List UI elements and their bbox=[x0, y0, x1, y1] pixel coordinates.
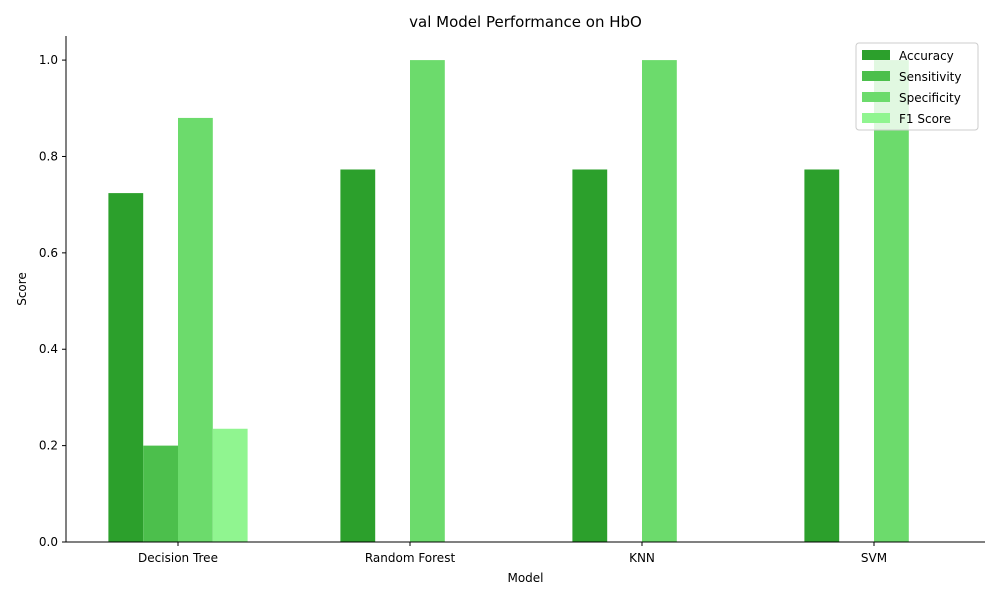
legend-label-f1-score: F1 Score bbox=[899, 112, 951, 126]
legend-frame bbox=[855, 42, 979, 131]
bars-group bbox=[108, 60, 909, 543]
x-axis-label: Model bbox=[507, 571, 543, 585]
bar-accuracy-svm bbox=[804, 169, 840, 543]
y-tick-label: 0.6 bbox=[39, 246, 58, 260]
bar-accuracy-random-forest bbox=[340, 169, 376, 543]
legend-swatch-f1-score bbox=[862, 113, 890, 123]
legend: Accuracy Sensitivity Specificity F1 Score bbox=[855, 42, 979, 131]
y-tick-label: 0.0 bbox=[39, 535, 58, 549]
bar-specificity-svm bbox=[874, 60, 909, 542]
bar-accuracy-knn bbox=[572, 169, 608, 543]
x-tick-label: KNN bbox=[629, 551, 655, 565]
bar-specificity-knn bbox=[642, 60, 677, 542]
bar-accuracy-decision-tree bbox=[108, 193, 144, 542]
y-tick-label: 0.2 bbox=[39, 439, 58, 453]
chart-title: val Model Performance on HbO bbox=[409, 13, 642, 31]
x-ticks: Decision Tree Random Forest KNN SVM bbox=[138, 542, 887, 565]
y-tick-label: 1.0 bbox=[39, 53, 58, 67]
legend-swatch-accuracy bbox=[862, 50, 890, 60]
legend-swatch-sensitivity bbox=[862, 71, 890, 81]
bar-specificity-decision-tree bbox=[178, 117, 213, 542]
y-tick-label: 0.4 bbox=[39, 342, 58, 356]
x-tick-label: Random Forest bbox=[365, 551, 456, 565]
bar-sensitivity-decision-tree bbox=[143, 445, 178, 542]
legend-label-accuracy: Accuracy bbox=[899, 49, 954, 63]
legend-label-sensitivity: Sensitivity bbox=[899, 70, 961, 84]
bar-f1-score-decision-tree bbox=[212, 428, 248, 542]
legend-label-specificity: Specificity bbox=[899, 91, 961, 105]
legend-swatch-specificity bbox=[862, 92, 890, 102]
x-tick-label: SVM bbox=[861, 551, 887, 565]
bar-specificity-random-forest bbox=[410, 60, 445, 542]
y-ticks: 0.0 0.2 0.4 0.6 0.8 1.0 bbox=[39, 53, 66, 549]
y-tick-label: 0.8 bbox=[39, 149, 58, 163]
x-tick-label: Decision Tree bbox=[138, 551, 218, 565]
y-axis-label: Score bbox=[15, 272, 29, 306]
